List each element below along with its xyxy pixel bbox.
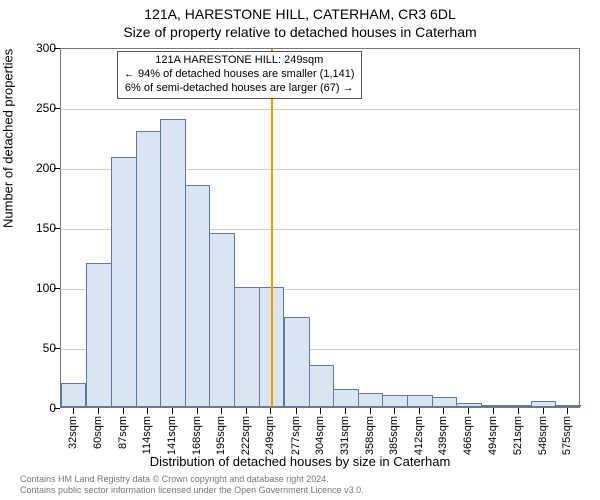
y-tick-mark (54, 168, 60, 169)
histogram-bar (432, 397, 457, 407)
x-tick-label: 114sqm (141, 416, 153, 454)
x-tick-mark (296, 408, 297, 414)
histogram-bar (234, 287, 259, 407)
reference-line (271, 49, 273, 407)
x-tick-label: 412sqm (413, 416, 425, 455)
y-tick-mark (54, 408, 60, 409)
address-title: 121A, HARESTONE HILL, CATERHAM, CR3 6DL (0, 6, 600, 22)
x-tick-mark (98, 408, 99, 414)
x-tick-label: 195sqm (215, 416, 227, 455)
info-line1: 121A HARESTONE HILL: 249sqm (124, 54, 355, 68)
y-tick-mark (54, 108, 60, 109)
x-tick-mark (518, 408, 519, 414)
y-tick-mark (54, 288, 60, 289)
x-tick-mark (320, 408, 321, 414)
info-line2: ← 94% of detached houses are smaller (1,… (124, 68, 355, 82)
histogram-bar (86, 263, 111, 407)
x-tick-mark (270, 408, 271, 414)
x-tick-label: 222sqm (240, 416, 252, 455)
histogram-bar (456, 403, 481, 407)
y-tick-mark (54, 48, 60, 49)
x-tick-mark (543, 408, 544, 414)
x-tick-mark (370, 408, 371, 414)
x-tick-mark (567, 408, 568, 414)
attribution-line1: Contains HM Land Registry data © Crown c… (20, 474, 364, 485)
y-tick-label: 100 (6, 281, 56, 295)
histogram-bar (209, 233, 234, 407)
plot-area: 121A HARESTONE HILL: 249sqm ← 94% of det… (60, 48, 580, 408)
histogram-bar (333, 389, 358, 407)
histogram-bar (482, 405, 507, 407)
x-tick-label: 331sqm (339, 416, 351, 455)
x-tick-label: 32sqm (67, 416, 79, 449)
x-tick-mark (147, 408, 148, 414)
x-tick-label: 249sqm (264, 416, 276, 455)
x-tick-mark (221, 408, 222, 414)
x-tick-label: 168sqm (191, 416, 203, 455)
x-tick-label: 385sqm (388, 416, 400, 455)
y-tick-label: 150 (6, 221, 56, 235)
x-tick-label: 358sqm (364, 416, 376, 455)
y-tick-label: 50 (6, 341, 56, 355)
histogram-bar (284, 317, 309, 407)
x-tick-mark (493, 408, 494, 414)
x-tick-label: 87sqm (117, 416, 129, 449)
histogram-bar (111, 157, 136, 407)
x-tick-label: 548sqm (537, 416, 549, 455)
x-tick-label: 575sqm (561, 416, 573, 455)
x-tick-mark (443, 408, 444, 414)
y-tick-label: 300 (6, 41, 56, 55)
y-tick-label: 0 (6, 401, 56, 415)
histogram-bar (185, 185, 210, 407)
x-tick-mark (419, 408, 420, 414)
x-tick-label: 466sqm (462, 416, 474, 455)
x-tick-label: 521sqm (512, 416, 524, 455)
x-tick-mark (123, 408, 124, 414)
histogram-bar (358, 393, 383, 407)
attribution: Contains HM Land Registry data © Crown c… (20, 474, 364, 496)
x-tick-mark (345, 408, 346, 414)
x-tick-mark (172, 408, 173, 414)
chart-subtitle: Size of property relative to detached ho… (0, 24, 600, 40)
y-axis-label: Number of detached properties (1, 49, 16, 228)
histogram-bar (407, 395, 432, 407)
x-tick-label: 494sqm (487, 416, 499, 455)
x-tick-label: 439sqm (437, 416, 449, 455)
x-axis-label: Distribution of detached houses by size … (0, 454, 600, 469)
histogram-bar (556, 405, 581, 407)
attribution-line2: Contains public sector information licen… (20, 485, 364, 496)
x-tick-label: 277sqm (290, 416, 302, 455)
histogram-bar (61, 383, 86, 407)
x-tick-label: 304sqm (314, 416, 326, 455)
histogram-bar (136, 131, 161, 407)
x-tick-mark (394, 408, 395, 414)
info-box: 121A HARESTONE HILL: 249sqm ← 94% of det… (117, 51, 362, 99)
histogram-bar (382, 395, 407, 407)
x-tick-mark (73, 408, 74, 414)
x-tick-label: 141sqm (166, 416, 178, 455)
histogram-bar (506, 405, 531, 407)
bars-layer (61, 49, 579, 407)
histogram-bar (309, 365, 334, 407)
y-tick-mark (54, 348, 60, 349)
histogram-bar (531, 401, 556, 407)
y-tick-mark (54, 228, 60, 229)
info-line3: 6% of semi-detached houses are larger (6… (124, 82, 355, 96)
y-tick-label: 250 (6, 101, 56, 115)
x-tick-mark (246, 408, 247, 414)
histogram-bar (160, 119, 185, 407)
x-tick-mark (197, 408, 198, 414)
y-tick-label: 200 (6, 161, 56, 175)
x-tick-mark (468, 408, 469, 414)
x-tick-label: 60sqm (92, 416, 104, 449)
